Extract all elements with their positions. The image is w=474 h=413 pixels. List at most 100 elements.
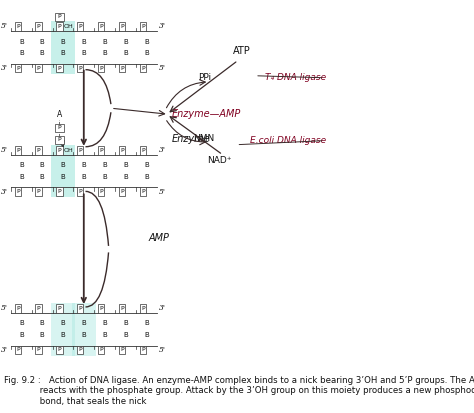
Text: B: B xyxy=(144,174,149,180)
Text: B: B xyxy=(144,332,149,338)
Bar xyxy=(51,145,75,197)
Bar xyxy=(72,303,96,356)
Text: B: B xyxy=(40,38,45,45)
Text: 3': 3' xyxy=(159,146,166,154)
Text: B: B xyxy=(61,320,65,326)
Bar xyxy=(98,22,104,31)
Bar xyxy=(77,22,83,31)
Bar xyxy=(140,146,146,155)
Bar xyxy=(119,64,125,73)
Text: B: B xyxy=(144,320,149,326)
Text: B: B xyxy=(82,320,86,326)
Text: P: P xyxy=(78,24,82,29)
Text: A: A xyxy=(57,110,62,119)
Text: P: P xyxy=(99,66,103,71)
Text: P: P xyxy=(78,189,82,194)
Bar xyxy=(55,123,64,132)
Text: B: B xyxy=(102,38,107,45)
Text: P: P xyxy=(58,189,61,194)
Text: B: B xyxy=(61,174,65,180)
Text: 3': 3' xyxy=(159,22,166,30)
Text: P: P xyxy=(141,189,145,194)
Bar xyxy=(140,346,146,354)
Text: B: B xyxy=(82,174,86,180)
Text: P: P xyxy=(16,189,19,194)
Text: 3': 3' xyxy=(159,304,166,312)
Text: P: P xyxy=(99,306,103,311)
Bar xyxy=(119,188,125,196)
Text: P: P xyxy=(58,66,61,71)
Bar xyxy=(36,22,42,31)
Bar xyxy=(119,346,125,354)
Text: B: B xyxy=(102,174,107,180)
Text: NMN: NMN xyxy=(193,134,215,143)
Bar xyxy=(55,136,64,144)
Text: P: P xyxy=(120,24,124,29)
Text: P: P xyxy=(141,306,145,311)
Bar xyxy=(55,13,64,21)
Text: P: P xyxy=(120,306,124,311)
Text: 5': 5' xyxy=(0,22,8,30)
Text: B: B xyxy=(19,50,24,56)
Bar xyxy=(36,146,42,155)
Text: B: B xyxy=(19,162,24,168)
Text: B: B xyxy=(102,332,107,338)
Bar xyxy=(140,22,146,31)
Text: P: P xyxy=(16,347,19,352)
Text: P: P xyxy=(141,66,145,71)
Text: P: P xyxy=(58,14,61,19)
Bar xyxy=(119,146,125,155)
Text: P: P xyxy=(99,148,103,153)
Text: P: P xyxy=(78,66,82,71)
Bar xyxy=(36,64,42,73)
Text: B: B xyxy=(61,162,65,168)
Text: B: B xyxy=(61,50,65,56)
Bar xyxy=(56,304,63,313)
Bar xyxy=(119,22,125,31)
Bar xyxy=(77,64,83,73)
Text: B: B xyxy=(61,38,65,45)
Text: B: B xyxy=(19,320,24,326)
Text: Enzyme—AMP: Enzyme—AMP xyxy=(172,109,241,119)
Text: P: P xyxy=(120,66,124,71)
Bar xyxy=(98,146,104,155)
Text: P: P xyxy=(16,66,19,71)
Bar xyxy=(15,188,21,196)
Bar xyxy=(77,146,83,155)
Text: B: B xyxy=(102,162,107,168)
Text: 5': 5' xyxy=(159,188,166,196)
Bar xyxy=(56,146,63,155)
Text: B: B xyxy=(19,38,24,45)
Text: ATP: ATP xyxy=(233,46,250,57)
Bar xyxy=(98,304,104,313)
Text: NAD⁺: NAD⁺ xyxy=(207,157,232,166)
Bar xyxy=(119,304,125,313)
Text: B: B xyxy=(123,162,128,168)
Text: B: B xyxy=(82,38,86,45)
Text: P: P xyxy=(37,306,40,311)
Text: P: P xyxy=(58,125,61,130)
Text: P: P xyxy=(37,189,40,194)
Bar xyxy=(51,21,75,74)
Text: P: P xyxy=(78,347,82,352)
Text: P: P xyxy=(120,189,124,194)
Text: T₄ DNA ligase: T₄ DNA ligase xyxy=(265,73,326,82)
Text: P: P xyxy=(37,148,40,153)
Text: B: B xyxy=(144,162,149,168)
Text: P: P xyxy=(78,148,82,153)
Bar xyxy=(15,304,21,313)
Text: B: B xyxy=(144,38,149,45)
Text: B: B xyxy=(82,50,86,56)
Bar xyxy=(140,304,146,313)
Text: B: B xyxy=(40,50,45,56)
Text: P: P xyxy=(78,306,82,311)
Text: B: B xyxy=(40,332,45,338)
Bar xyxy=(140,188,146,196)
Text: 5': 5' xyxy=(0,146,8,154)
Text: 3': 3' xyxy=(0,347,8,354)
Text: OH: OH xyxy=(64,24,73,29)
Text: B: B xyxy=(82,332,86,338)
Text: B: B xyxy=(123,38,128,45)
Text: P: P xyxy=(16,24,19,29)
Text: 5': 5' xyxy=(159,64,166,72)
